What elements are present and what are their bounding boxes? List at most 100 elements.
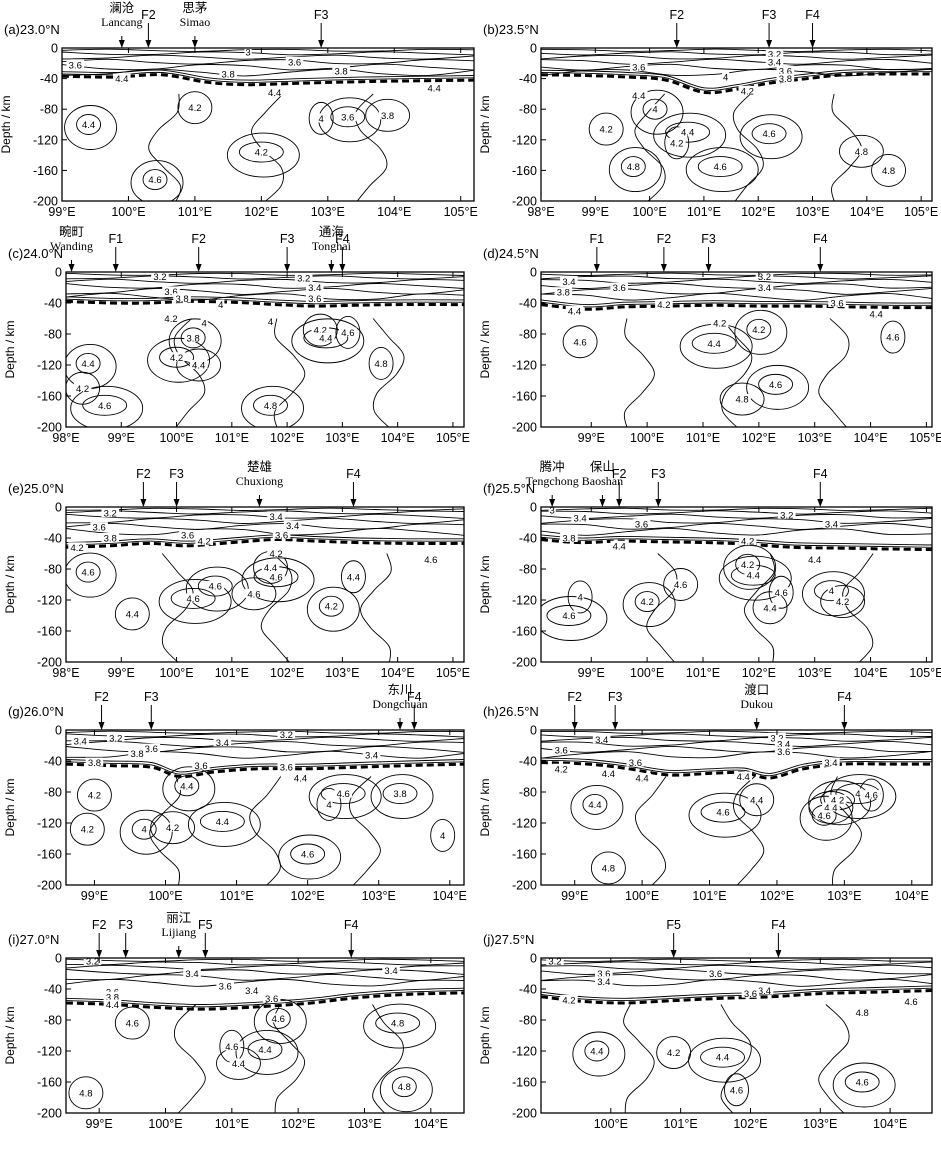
contour-label: 3.6 xyxy=(597,969,610,980)
contour-label: 4.4 xyxy=(216,817,229,828)
x-tick-label: 100°E xyxy=(148,1117,182,1131)
contour-label: 4.4 xyxy=(632,91,645,102)
contour-label: 3.2 xyxy=(297,274,310,285)
contour-label: 4 xyxy=(829,586,834,597)
mantle-contour xyxy=(541,596,608,641)
contour-label: 4.2 xyxy=(188,103,201,114)
crust-contour xyxy=(541,527,932,536)
station-name-cn: 腾冲 xyxy=(540,459,565,474)
mantle-contour xyxy=(832,1062,896,1108)
mantle-contour xyxy=(241,385,304,427)
y-axis-label: Depth / km xyxy=(3,778,17,836)
mantle-contour xyxy=(363,1003,437,1049)
x-tick-label: 102°E xyxy=(244,205,278,219)
contour-label: 4.8 xyxy=(374,359,387,370)
y-tick-label: -120 xyxy=(37,359,62,373)
contour-label: 4.4 xyxy=(264,563,277,574)
x-tick-label: 104°E xyxy=(895,889,929,903)
fault-label: F2 xyxy=(92,918,107,932)
contour-label: 3.4 xyxy=(216,738,229,749)
contour-label: 3.8 xyxy=(106,992,119,1003)
contour-label: 3.8 xyxy=(88,758,101,769)
crust-contour xyxy=(541,522,932,530)
plot-frame xyxy=(540,47,933,202)
lower-crust-contour xyxy=(541,71,932,91)
x-tick-label: 102°E xyxy=(291,889,325,903)
station-name-cn: 思茅 xyxy=(182,0,207,15)
mantle-contour xyxy=(273,1004,306,1113)
contour-label: 3.2 xyxy=(770,733,783,744)
contour-label: 3.4 xyxy=(573,513,586,524)
lower-crust-contour xyxy=(66,536,464,546)
mantle-contour xyxy=(379,1067,433,1113)
contour-label: 3.4 xyxy=(286,521,299,532)
contour-label: 4.6 xyxy=(98,401,111,412)
contour-label: 4.8 xyxy=(735,395,748,406)
x-tick-label: 104°E xyxy=(414,1117,448,1131)
y-tick-label: 0 xyxy=(55,724,62,738)
contour-label: 4.6 xyxy=(337,789,350,800)
crust-contour xyxy=(66,287,464,295)
lower-crust-contour xyxy=(541,299,932,306)
crust-contour xyxy=(62,63,474,71)
crust-contour xyxy=(66,292,464,301)
contour-label: 4.4 xyxy=(428,83,441,94)
contour-label: 3.6 xyxy=(181,530,194,541)
mantle-contour xyxy=(147,337,211,383)
crust-contour xyxy=(62,54,474,60)
crust-contour xyxy=(541,961,932,966)
y-tick-label: -80 xyxy=(519,328,537,342)
fault-arrow-head xyxy=(655,499,662,507)
fault-label: F2 xyxy=(669,8,684,22)
crust-contour xyxy=(66,968,464,975)
fault-arrow-head xyxy=(284,264,291,272)
contour-label: 3.4 xyxy=(185,969,198,980)
plot-frame xyxy=(540,957,933,1114)
contour-label: 4.6 xyxy=(904,997,917,1008)
contour-label: 4 xyxy=(218,300,223,311)
contour-label: 3.6 xyxy=(635,520,648,531)
contour-label: 4.2 xyxy=(170,353,183,364)
crust-contour xyxy=(66,522,464,530)
y-tick-label: -200 xyxy=(512,879,537,893)
mantle-contour xyxy=(173,318,206,427)
contour-label: 3.6 xyxy=(219,981,232,992)
crust-contour xyxy=(66,507,464,511)
contour-label: 3.6 xyxy=(830,299,843,310)
y-axis-label: Depth / km xyxy=(3,1006,17,1064)
crust-contour xyxy=(66,740,464,747)
x-tick-label: 102°E xyxy=(270,666,304,680)
mantle-contour xyxy=(685,147,759,193)
crust-contour xyxy=(66,961,464,966)
contour-label: 3.6 xyxy=(555,746,568,757)
contour-label: 4.4 xyxy=(681,128,694,139)
mantle-contour xyxy=(588,112,624,146)
panel-7: 3.23.43.63.43.63.6 3.44.2 4.4 4.4 4.44.4 4.44… xyxy=(478,682,933,903)
mantle-contour xyxy=(320,783,366,804)
y-tick-label: -160 xyxy=(37,1076,62,1090)
x-tick-label: 101°E xyxy=(686,666,720,680)
y-tick-label: -80 xyxy=(40,103,58,117)
contour-label: 3.8 xyxy=(104,534,117,545)
fault-arrow-head xyxy=(616,499,623,507)
y-tick-label: -160 xyxy=(512,164,537,178)
crust-contour xyxy=(541,68,932,77)
crust-contour xyxy=(62,48,474,52)
mantle-contour xyxy=(278,834,342,880)
y-tick-label: -200 xyxy=(512,195,537,209)
contour-label: 4.6 xyxy=(126,1019,139,1030)
fault-arrow-head xyxy=(339,264,346,272)
plot-area: 3.2 3.43.43.63.8 3.64.24.23.64.64.64.24.44… xyxy=(66,507,464,662)
mantle-contour xyxy=(82,394,128,416)
contour-label: 4 xyxy=(326,800,331,811)
x-tick-label: 99°E xyxy=(561,889,588,903)
crust-contour xyxy=(66,283,464,289)
y-tick-label: -160 xyxy=(512,625,537,639)
moho-line xyxy=(66,991,464,1011)
y-tick-label: -200 xyxy=(512,656,537,670)
station-arrow-head xyxy=(753,722,760,730)
crust-contour xyxy=(66,278,464,284)
moho-line xyxy=(541,303,932,311)
contour-label: 4.6 xyxy=(886,333,899,344)
mantle-contour xyxy=(567,580,593,614)
